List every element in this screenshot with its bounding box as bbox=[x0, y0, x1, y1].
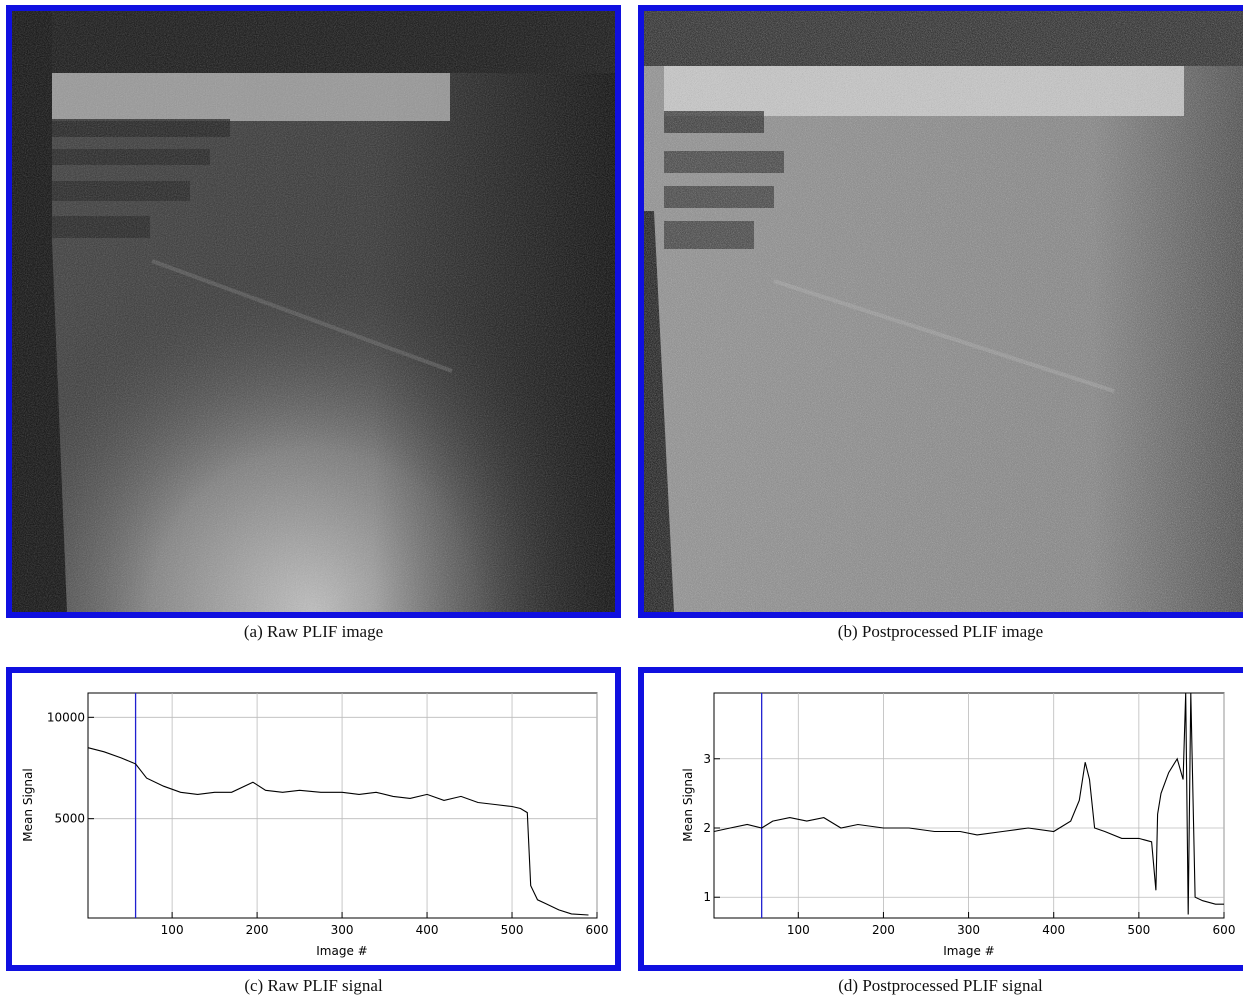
y-tick-label: 3 bbox=[703, 752, 711, 766]
y-tick-label: 1 bbox=[703, 890, 711, 904]
x-axis-label: Image # bbox=[316, 944, 367, 958]
ticks: 100 200 300 400 500 600 1 2 3 bbox=[703, 752, 1235, 937]
plot-area bbox=[87, 692, 598, 919]
series-line bbox=[713, 692, 1224, 915]
y-tick-label: 2 bbox=[703, 821, 711, 835]
y-axis-label: Mean Signal bbox=[681, 768, 695, 841]
x-tick-label: 300 bbox=[331, 923, 354, 937]
panel-c-raw-plif-signal: 100 200 300 400 500 600 5000 10000 Image # Mean… bbox=[6, 667, 621, 971]
postprocessed-plif-image-graphic bbox=[644, 11, 1243, 612]
caption-d: (d) Postprocessed PLIF signal bbox=[838, 976, 1043, 995]
panel-a-raw-plif-image bbox=[6, 5, 621, 618]
y-axis-label: Mean Signal bbox=[21, 768, 35, 841]
panel-b-postprocessed-plif-image bbox=[638, 5, 1243, 618]
postprocessed-plif-signal-chart: 100 200 300 400 500 600 1 2 3 Image # Mean Signa… bbox=[681, 692, 1235, 958]
grid bbox=[88, 693, 598, 918]
ticks: 100 200 300 400 500 600 5000 10000 bbox=[47, 710, 609, 937]
series bbox=[87, 747, 589, 916]
raw-plif-image bbox=[12, 11, 615, 612]
postprocessed-plif-image bbox=[644, 11, 1243, 612]
caption-c: (c) Raw PLIF signal bbox=[244, 976, 383, 995]
x-tick-label: 300 bbox=[957, 923, 980, 937]
y-tick-label: 5000 bbox=[54, 812, 85, 826]
x-tick-label: 600 bbox=[1213, 923, 1236, 937]
x-tick-label: 200 bbox=[872, 923, 895, 937]
series bbox=[713, 692, 1224, 915]
caption-a: (a) Raw PLIF image bbox=[243, 622, 384, 641]
x-tick-label: 200 bbox=[246, 923, 269, 937]
series-line bbox=[87, 747, 589, 916]
x-tick-label: 400 bbox=[416, 923, 439, 937]
x-axis-label: Image # bbox=[943, 944, 994, 958]
raw-plif-signal-chart: 100 200 300 400 500 600 5000 10000 Image # Mean… bbox=[21, 692, 609, 958]
x-tick-label: 100 bbox=[161, 923, 184, 937]
x-tick-label: 400 bbox=[1042, 923, 1065, 937]
x-tick-label: 500 bbox=[1127, 923, 1150, 937]
y-tick-label: 10000 bbox=[47, 710, 85, 724]
plot-area bbox=[713, 692, 1225, 919]
x-tick-label: 600 bbox=[586, 923, 609, 937]
x-tick-label: 100 bbox=[787, 923, 810, 937]
raw-plif-image-graphic bbox=[12, 11, 615, 612]
caption-b: (b) Postprocessed PLIF image bbox=[837, 622, 1044, 641]
panel-d-postprocessed-plif-signal: 100 200 300 400 500 600 1 2 3 Image # Mean Signa… bbox=[638, 667, 1243, 971]
grid bbox=[714, 693, 1225, 918]
x-tick-label: 500 bbox=[501, 923, 524, 937]
